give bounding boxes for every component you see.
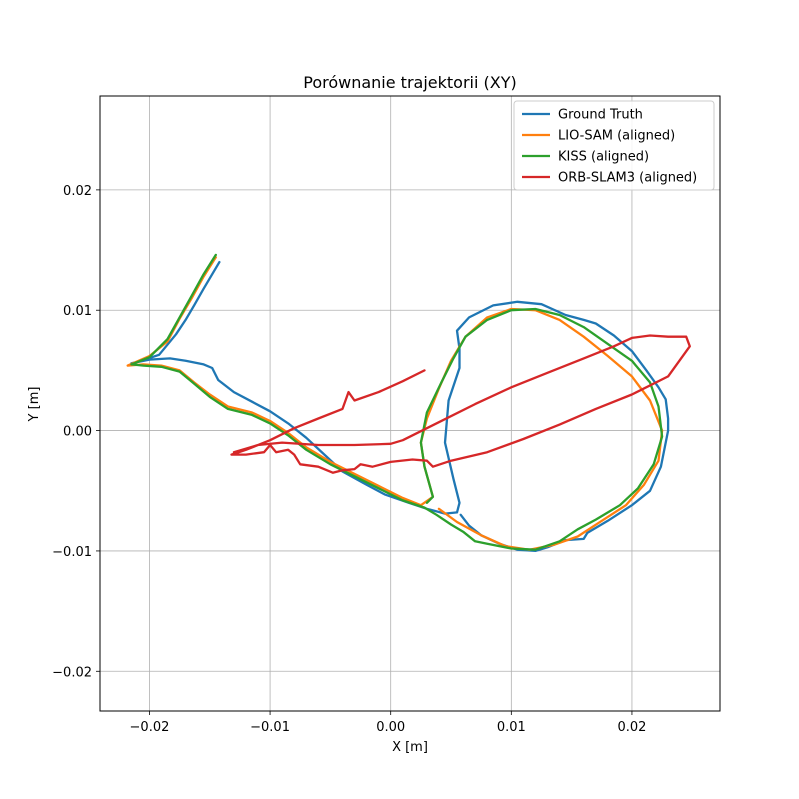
axis-ticks: −0.02 −0.01 0.00 0.01 0.02 −0.02 −0.01 0.00 0.01…: [52, 184, 646, 735]
series-line-0: [130, 260, 670, 553]
legend-box: [513, 100, 715, 191]
legend-label: LIO-SAM (aligned): [558, 129, 675, 144]
series-lines: [126, 253, 691, 553]
x-tick-label: −0.02: [130, 720, 170, 735]
legend: Ground Truth LIO-SAM (aligned) KISS (align…: [513, 100, 715, 191]
x-tick-label: 0.01: [497, 720, 526, 735]
legend-label: Ground Truth: [558, 108, 643, 123]
y-tick-label: 0.02: [63, 184, 92, 199]
y-tick-label: −0.02: [52, 665, 92, 680]
plot-frame: [99, 95, 721, 712]
legend-label: KISS (aligned): [558, 150, 649, 165]
series-line-2: [130, 253, 664, 551]
x-tick-label: 0.00: [376, 720, 405, 735]
x-axis-title: X [m]: [392, 740, 428, 755]
y-tick-label: 0.01: [63, 304, 92, 319]
x-tick-label: −0.01: [250, 720, 290, 735]
legend-label: ORB-SLAM3 (aligned): [558, 171, 697, 186]
series-line-3: [230, 334, 691, 474]
y-tick-label: 0.00: [63, 425, 92, 440]
x-tick-label: 0.02: [617, 720, 646, 735]
y-tick-label: −0.01: [52, 545, 92, 560]
series-line-1: [126, 256, 664, 551]
chart-title: Porównanie trajektorii (XY): [303, 73, 516, 92]
y-axis-title: Y [m]: [27, 387, 42, 423]
